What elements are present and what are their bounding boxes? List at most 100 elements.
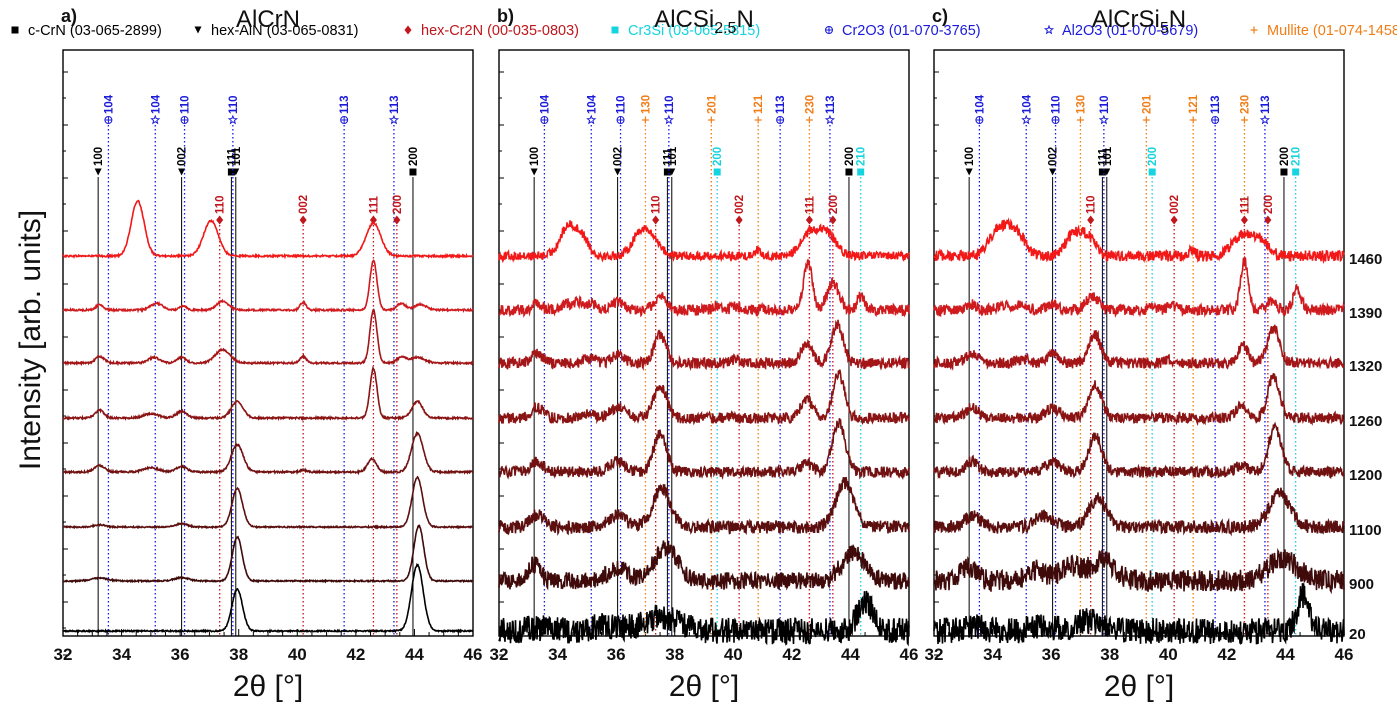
reflection-cr2n-002: 002 [734,195,746,636]
panel: a)AlCrN323436384042444610000211110120010… [54,6,483,664]
series-line-20 [62,562,474,634]
reflection-marker-icon [1264,215,1272,225]
panel-title-main: AlCSi [654,6,714,33]
reflection-marker-icon [1098,114,1109,125]
x-tick-label: 34 [983,645,1002,664]
x-tick-label: 40 [288,645,307,664]
series-line-1460 [62,199,474,260]
panel-letter: c) [932,6,948,26]
reflection-marker-icon [824,114,836,125]
x-tick-label: 46 [1335,645,1354,664]
panel: b)AlCSi2.5N32343638404244461000021111012… [490,6,919,664]
reflection-marker-icon [616,116,625,124]
legend-label: hex-Cr2N (00-035-0803) [421,23,579,39]
reflection-mullite-121: 121 [1188,94,1200,636]
reflection-marker-icon [409,168,417,176]
x-tick-label: 32 [925,645,944,664]
reflection-al2o3-110: 110 [227,95,240,636]
x-tick-label: 46 [464,645,483,664]
reflection-marker-icon [1103,168,1111,176]
reflection-marker-icon [104,116,113,124]
reflection-marker-icon [388,114,400,125]
reflection-marker-icon [232,168,240,176]
reflection-hkl-label: 113 [389,95,401,114]
reflection-marker-icon [227,168,235,176]
reflection-marker-icon [754,116,762,124]
reflection-al2o3-110: 110 [663,95,676,636]
reflection-hkl-label: 111 [1097,147,1109,166]
reflection-hkl-label: 200 [1279,147,1291,166]
panel-title: AlCrSi5N [1092,6,1186,37]
reflection-mullite-201: 201 [706,94,718,636]
panel-title-main: AlCrN [236,6,300,33]
legend-marker-icon [825,26,833,34]
reflection-hkl-label: 110 [180,95,192,114]
legend-entry: Cr2O3 (01-070-3765) [825,23,981,39]
reflection-marker-icon [1292,168,1300,176]
reflection-marker-icon [641,116,649,124]
legend-label: Al2O3 (01-070-5679) [1062,23,1198,39]
reflection-hkl-label: 111 [226,147,238,166]
reflection-cr2n-111: 111 [1239,195,1251,636]
reflection-aln-002: 002 [177,147,189,636]
reflection-marker-icon [1098,168,1106,176]
reflection-cr2o3-104: 104 [974,94,986,636]
x-axis-title: 2θ [°] [1104,670,1174,703]
reflection-hkl-label: 104 [539,94,551,114]
legend-label: Cr3Si (03-065-5815) [628,23,760,39]
legend-marker-icon [404,25,412,35]
reflection-cr2o3-110: 110 [180,95,192,636]
reflection-aln-100: 100 [93,147,105,636]
reflection-hkl-label: 210 [1291,147,1303,166]
reflection-cr2o3-113: 113 [339,95,351,636]
reflection-marker-icon [1087,215,1095,225]
series-line-20 [498,590,910,647]
series-line-1390 [498,259,910,318]
reflection-marker-icon [668,168,676,176]
x-tick-label: 44 [841,645,860,664]
reflection-marker-icon [94,168,102,176]
series-line-1260 [933,372,1345,427]
reflection-marker-icon [1148,168,1156,176]
reflection-hkl-label: 104 [103,94,115,114]
reflection-al2o3-110: 110 [1098,95,1111,636]
legend-marker-icon [194,26,202,34]
reflection-marker-icon [1021,114,1032,125]
legend-marker-icon [1250,26,1258,34]
reflection-marker-icon [150,114,161,125]
reflection-marker-icon [713,168,721,176]
reflection-hkl-label: 104 [974,94,986,114]
reflection-cr2n-002: 002 [1169,195,1181,636]
reflection-marker-icon [1049,168,1057,176]
reflection-mullite-130: 130 [1075,95,1087,636]
series-line-20 [933,583,1345,645]
reflection-marker-icon [1051,116,1060,124]
x-ticks: 32 34 36 38 40 42 44 46 [925,629,1354,664]
reflection-hkl-label: 101 [231,146,243,166]
reflection-marker-icon [845,168,853,176]
x-tick-label: 42 [782,645,801,664]
panel-title: AlCrN [236,6,300,33]
series-line-1100 [933,487,1345,537]
x-tick-label: 36 [1042,645,1061,664]
reflection-marker-icon [1280,168,1288,176]
panel-letter: a) [61,6,77,26]
series-line-1100 [62,475,474,530]
reflection-cr2o3-113: 113 [1210,95,1222,636]
temperature-label: 1460 [1349,251,1382,268]
reflection-hkl-label: 110 [664,95,676,114]
reflection-marker-icon [1189,116,1197,124]
panel-title: AlCSi2.5N [654,6,754,37]
reflection-al2o3-104: 104 [150,94,162,636]
series-line-1200 [62,430,474,476]
reflection-markers: 1000021111012001041041101101131131100021… [93,94,420,636]
reflection-marker-icon [776,116,785,124]
reflection-marker-icon [178,168,186,176]
legend-label: Mullite (01-074-1458) [1267,23,1397,39]
reflection-marker-icon [540,116,549,124]
reflection-hkl-label: 110 [616,95,628,114]
temperature-label: 1320 [1349,358,1382,375]
reflection-hkl-label: 113 [775,95,787,114]
temperature-label: 1390 [1349,305,1382,322]
legend-entry: Cr3Si (03-065-5815) [611,23,760,39]
